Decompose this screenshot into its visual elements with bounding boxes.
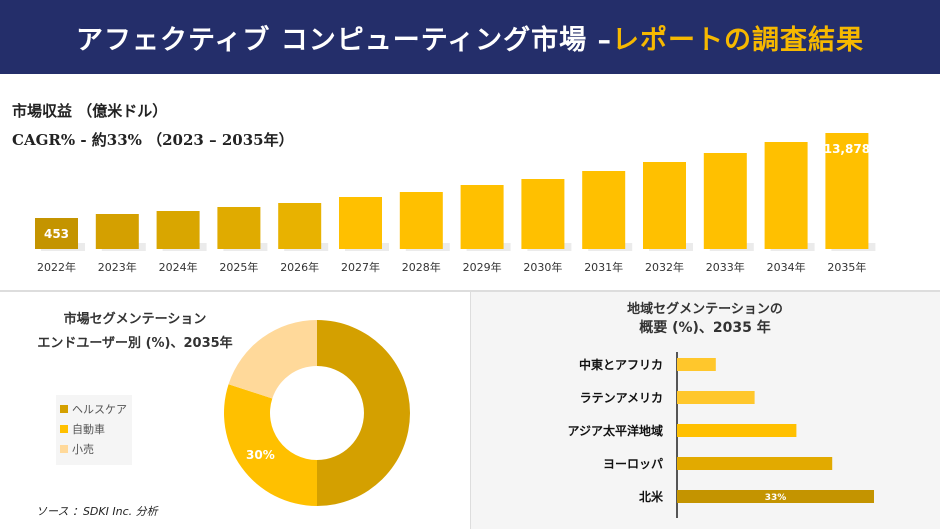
category-label: 中東とアフリカ <box>579 357 663 372</box>
x-tick-label: 2027年 <box>341 260 380 274</box>
bar <box>95 214 139 249</box>
legend-item: 自動車 <box>60 419 128 439</box>
donut-slice <box>228 320 317 399</box>
bar <box>677 457 833 470</box>
legend-swatch <box>60 405 68 413</box>
bar <box>677 358 716 371</box>
pie-title: 市場セグメンテーション <box>63 312 207 327</box>
legend-item: 小売 <box>60 439 128 459</box>
category-label: ラテンアメリカ <box>580 391 663 405</box>
bar <box>677 490 874 503</box>
source-note: ソース ：SDKI Inc. 分析 <box>36 505 158 518</box>
region-title: 地域セグメンテーションの <box>627 302 783 317</box>
data-label: 33% <box>765 493 787 503</box>
x-tick-label: 2024年 <box>159 260 198 274</box>
x-tick-label: 2023年 <box>98 260 137 274</box>
x-tick-label: 2026年 <box>280 260 319 274</box>
region-panel <box>470 292 940 529</box>
pie-legend: ヘルスケア 自動車 小売 <box>56 395 132 465</box>
donut-label: 30% <box>246 448 275 462</box>
bar <box>582 171 626 249</box>
bar <box>677 391 755 404</box>
x-tick-label: 2032年 <box>645 260 684 274</box>
bar <box>339 197 382 249</box>
legend-swatch <box>60 425 68 433</box>
bar <box>35 218 78 249</box>
x-tick-label: 2034年 <box>767 260 806 274</box>
legend-label: 自動車 <box>72 423 105 436</box>
legend-item: ヘルスケア <box>60 399 128 419</box>
bar <box>825 133 869 249</box>
bar <box>677 424 797 437</box>
x-tick-label: 2030年 <box>523 260 562 274</box>
x-tick-label: 2029年 <box>463 260 502 274</box>
legend-swatch <box>60 445 68 453</box>
end-user-donut: 30% <box>223 320 410 506</box>
header-title: アフェクティブ コンピューティング市場 – <box>75 24 613 56</box>
pie-subtitle: エンドユーザー別 (%)、2035年 <box>37 336 233 351</box>
bar <box>643 162 686 249</box>
category-label: 北米 <box>639 489 664 504</box>
x-tick-label: 2022年 <box>37 260 76 274</box>
category-label: アジア太平洋地域 <box>567 423 663 438</box>
bar <box>703 153 747 249</box>
bar <box>521 179 565 249</box>
revenue-title: 市場収益 （億米ドル） <box>12 102 168 120</box>
region-subtitle: 概要 (%)、2035 年 <box>639 320 771 336</box>
bar <box>278 203 322 249</box>
bar <box>399 192 443 249</box>
category-label: ヨーロッパ <box>603 457 663 471</box>
x-tick-label: 2025年 <box>219 260 258 274</box>
divider <box>0 290 940 292</box>
legend-label: 小売 <box>72 443 94 456</box>
header-highlight: レポートの調査結果 <box>612 24 865 56</box>
donut-slice <box>223 384 317 506</box>
donut-slice <box>317 320 410 506</box>
bar <box>156 211 200 249</box>
x-tick-label: 2035年 <box>827 260 866 274</box>
cagr-text: CAGR% - 約33% （2023 – 2035年） <box>12 131 294 149</box>
bar <box>217 207 261 249</box>
legend-label: ヘルスケア <box>72 403 127 416</box>
revenue-bar-chart: 2022年 453 2023年 2024年 2025年 2026年 2027年 2028年 20… <box>35 133 876 274</box>
data-label: 453 <box>44 227 69 241</box>
page-header: アフェクティブ コンピューティング市場 – レポートの調査結果 <box>0 0 940 74</box>
bar <box>460 185 504 249</box>
data-label: 13,878 <box>824 142 870 156</box>
bar <box>764 142 808 249</box>
x-tick-label: 2031年 <box>584 260 623 274</box>
x-tick-label: 2033年 <box>706 260 745 274</box>
x-tick-label: 2028年 <box>402 260 441 274</box>
